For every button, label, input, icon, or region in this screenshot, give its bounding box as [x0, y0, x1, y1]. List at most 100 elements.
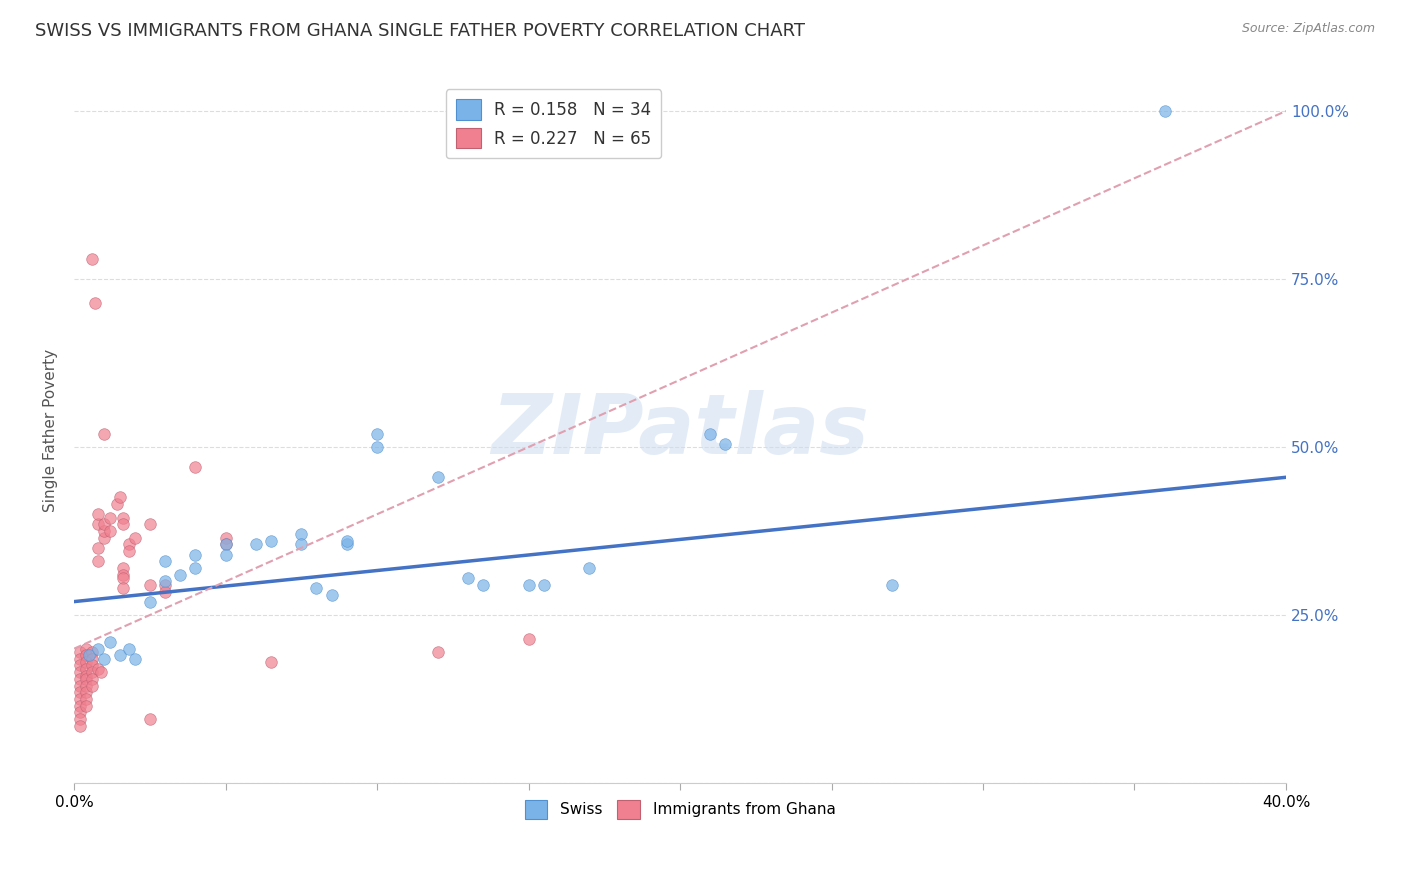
Point: [90, 665, 112, 680]
Point: [214, 548, 236, 562]
Point: [69, 651, 91, 665]
Point: [75, 692, 97, 706]
Point: [100, 635, 122, 649]
Point: [880, 578, 903, 592]
Point: [111, 571, 134, 585]
Point: [214, 537, 236, 551]
Point: [139, 578, 162, 592]
Point: [305, 581, 328, 595]
Point: [124, 651, 146, 665]
Y-axis label: Single Father Poverty: Single Father Poverty: [44, 349, 58, 512]
Point: [75, 672, 97, 686]
Point: [153, 584, 176, 599]
Point: [336, 534, 359, 549]
Point: [69, 719, 91, 733]
Point: [82, 658, 104, 673]
Point: [336, 537, 359, 551]
Point: [533, 578, 555, 592]
Point: [69, 692, 91, 706]
Point: [111, 517, 134, 532]
Point: [84, 295, 107, 310]
Point: [111, 567, 134, 582]
Point: [184, 561, 207, 575]
Text: SWISS VS IMMIGRANTS FROM GHANA SINGLE FATHER POVERTY CORRELATION CHART: SWISS VS IMMIGRANTS FROM GHANA SINGLE FA…: [35, 22, 806, 40]
Point: [75, 655, 97, 669]
Point: [82, 665, 104, 680]
Point: [87, 517, 110, 532]
Point: [75, 685, 97, 699]
Point: [366, 426, 388, 441]
Point: [111, 510, 134, 524]
Point: [426, 645, 449, 659]
Point: [75, 668, 97, 682]
Point: [87, 554, 110, 568]
Point: [117, 641, 139, 656]
Point: [87, 508, 110, 522]
Text: ZIPatlas: ZIPatlas: [491, 390, 869, 471]
Point: [93, 517, 115, 532]
Point: [93, 651, 115, 665]
Point: [321, 588, 343, 602]
Point: [75, 679, 97, 693]
Point: [82, 645, 104, 659]
Point: [69, 645, 91, 659]
Point: [124, 531, 146, 545]
Point: [105, 497, 128, 511]
Point: [139, 712, 162, 726]
Point: [139, 594, 162, 608]
Point: [93, 524, 115, 538]
Point: [69, 706, 91, 720]
Point: [87, 641, 110, 656]
Point: [184, 460, 207, 475]
Point: [245, 537, 267, 551]
Point: [699, 426, 721, 441]
Point: [69, 672, 91, 686]
Point: [260, 655, 283, 669]
Point: [75, 662, 97, 676]
Point: [100, 510, 122, 524]
Point: [108, 648, 131, 663]
Point: [69, 698, 91, 713]
Point: [69, 679, 91, 693]
Point: [366, 440, 388, 454]
Point: [82, 252, 104, 266]
Point: [517, 578, 540, 592]
Legend: Swiss, Immigrants from Ghana: Swiss, Immigrants from Ghana: [519, 794, 842, 825]
Point: [69, 665, 91, 680]
Point: [214, 531, 236, 545]
Point: [93, 531, 115, 545]
Point: [139, 517, 162, 532]
Point: [153, 578, 176, 592]
Point: [93, 426, 115, 441]
Point: [117, 544, 139, 558]
Point: [714, 436, 737, 450]
Point: [111, 561, 134, 575]
Point: [290, 537, 312, 551]
Point: [69, 712, 91, 726]
Point: [517, 632, 540, 646]
Point: [457, 571, 479, 585]
Point: [1153, 103, 1175, 118]
Point: [108, 491, 131, 505]
Point: [153, 574, 176, 589]
Point: [290, 527, 312, 541]
Point: [87, 662, 110, 676]
Point: [472, 578, 495, 592]
Point: [69, 685, 91, 699]
Point: [214, 537, 236, 551]
Point: [77, 648, 100, 663]
Point: [87, 541, 110, 555]
Point: [82, 679, 104, 693]
Point: [260, 534, 283, 549]
Text: Source: ZipAtlas.com: Source: ZipAtlas.com: [1241, 22, 1375, 36]
Point: [100, 524, 122, 538]
Point: [111, 581, 134, 595]
Point: [578, 561, 600, 575]
Point: [184, 548, 207, 562]
Point: [75, 648, 97, 663]
Point: [75, 641, 97, 656]
Point: [82, 651, 104, 665]
Point: [169, 567, 191, 582]
Point: [153, 554, 176, 568]
Point: [117, 537, 139, 551]
